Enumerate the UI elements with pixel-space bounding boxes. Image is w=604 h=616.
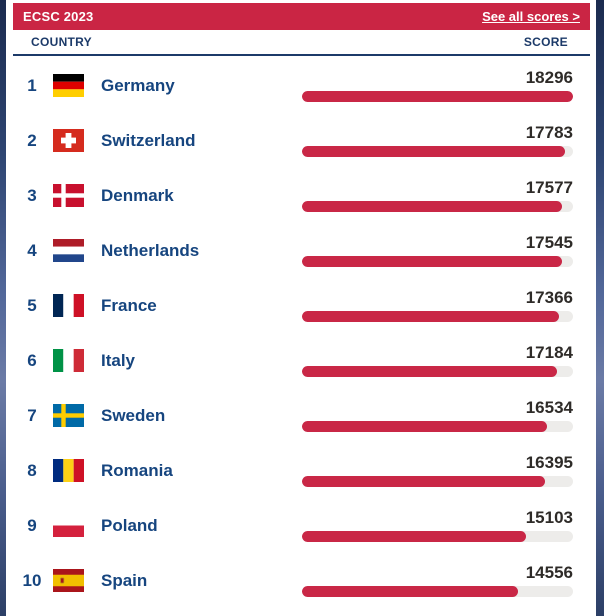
flag-germany-icon <box>53 74 84 97</box>
see-all-scores-link[interactable]: See all scores > <box>482 9 580 24</box>
score-column-header: SCORE <box>523 35 568 49</box>
flag-netherlands-icon <box>53 239 84 262</box>
score-bar-fill <box>302 201 563 212</box>
score-bar-fill <box>302 476 545 487</box>
score-value: 17577 <box>525 178 573 197</box>
score-bar-fill <box>302 256 562 267</box>
country-column-header: COUNTRY <box>31 35 92 49</box>
score-bar-track <box>302 146 573 157</box>
score-bar-fill <box>302 91 573 102</box>
score-cell: 17545 <box>302 234 573 267</box>
background-left-strip <box>0 0 6 616</box>
table-row: 3 Denmark 17577 <box>13 168 590 223</box>
background-right-strip <box>596 0 604 616</box>
rank-label: 4 <box>27 240 37 260</box>
country-name: Germany <box>101 75 175 95</box>
score-bar-track <box>302 311 573 322</box>
flag-sweden-icon <box>53 404 84 427</box>
table-row: 7 Sweden 16534 <box>13 388 590 443</box>
country-name: Romania <box>101 460 173 480</box>
country-name: Denmark <box>101 185 174 205</box>
rank-label: 1 <box>27 75 37 95</box>
score-value: 17366 <box>525 288 573 307</box>
rank-label: 9 <box>27 515 37 535</box>
scoreboard-header-bar: ECSC 2023 See all scores > <box>13 3 590 30</box>
rank-label: 10 <box>22 570 42 590</box>
table-row: 9 Poland 15103 <box>13 498 590 553</box>
country-name: Switzerland <box>101 130 196 150</box>
scoreboard-title: ECSC 2023 <box>23 9 94 24</box>
leaderboard-rows: 1 Germany 18296 2 Switzerland 17783 3 Denmark 17… <box>13 58 590 608</box>
score-value: 17545 <box>525 233 573 252</box>
flag-poland-icon <box>53 514 84 537</box>
country-name: France <box>101 295 157 315</box>
score-cell: 17366 <box>302 289 573 322</box>
flag-denmark-icon <box>53 184 84 207</box>
score-cell: 17577 <box>302 179 573 212</box>
score-cell: 16395 <box>302 454 573 487</box>
score-bar-track <box>302 586 573 597</box>
score-bar-fill <box>302 311 560 322</box>
score-bar-track <box>302 366 573 377</box>
rank-label: 5 <box>27 295 37 315</box>
table-row: 6 Italy 17184 <box>13 333 590 388</box>
score-bar-track <box>302 91 573 102</box>
score-cell: 16534 <box>302 399 573 432</box>
score-cell: 15103 <box>302 509 573 542</box>
country-name: Netherlands <box>101 240 200 260</box>
score-value: 14556 <box>525 563 573 582</box>
score-bar-fill <box>302 146 566 157</box>
table-row: 1 Germany 18296 <box>13 58 590 113</box>
score-value: 15103 <box>525 508 573 527</box>
score-bar-track <box>302 531 573 542</box>
table-row: 10 Spain 14556 <box>13 553 590 608</box>
score-bar-track <box>302 476 573 487</box>
score-cell: 17184 <box>302 344 573 377</box>
country-name: Sweden <box>101 405 166 425</box>
score-bar-fill <box>302 366 557 377</box>
score-bar-fill <box>302 421 547 432</box>
table-row: 4 Netherlands 17545 <box>13 223 590 278</box>
score-value: 17184 <box>525 343 573 362</box>
rank-label: 7 <box>27 405 37 425</box>
rank-label: 2 <box>27 130 37 150</box>
score-bar-fill <box>302 586 518 597</box>
country-name: Italy <box>101 350 136 370</box>
country-name: Poland <box>101 515 158 535</box>
flag-romania-icon <box>53 459 84 482</box>
flag-italy-icon <box>53 349 84 372</box>
score-cell: 14556 <box>302 564 573 597</box>
column-header-row: COUNTRY SCORE <box>13 30 590 56</box>
scoreboard-card: ECSC 2023 See all scores > COUNTRY SCORE… <box>6 0 596 616</box>
score-value: 18296 <box>525 68 573 87</box>
score-bar-track <box>302 201 573 212</box>
score-value: 17783 <box>525 123 573 142</box>
score-bar-track <box>302 421 573 432</box>
score-value: 16534 <box>525 398 573 417</box>
score-cell: 17783 <box>302 124 573 157</box>
table-row: 2 Switzerland 17783 <box>13 113 590 168</box>
rank-label: 3 <box>27 185 37 205</box>
score-bar-fill <box>302 531 526 542</box>
country-name: Spain <box>101 570 148 590</box>
flag-spain-icon <box>53 569 84 592</box>
rank-label: 6 <box>27 350 37 370</box>
flag-france-icon <box>53 294 84 317</box>
flag-switzerland-icon <box>53 129 84 152</box>
table-row: 5 France 17366 <box>13 278 590 333</box>
score-bar-track <box>302 256 573 267</box>
score-cell: 18296 <box>302 69 573 102</box>
rank-label: 8 <box>27 460 37 480</box>
score-value: 16395 <box>525 453 573 472</box>
table-row: 8 Romania 16395 <box>13 443 590 498</box>
